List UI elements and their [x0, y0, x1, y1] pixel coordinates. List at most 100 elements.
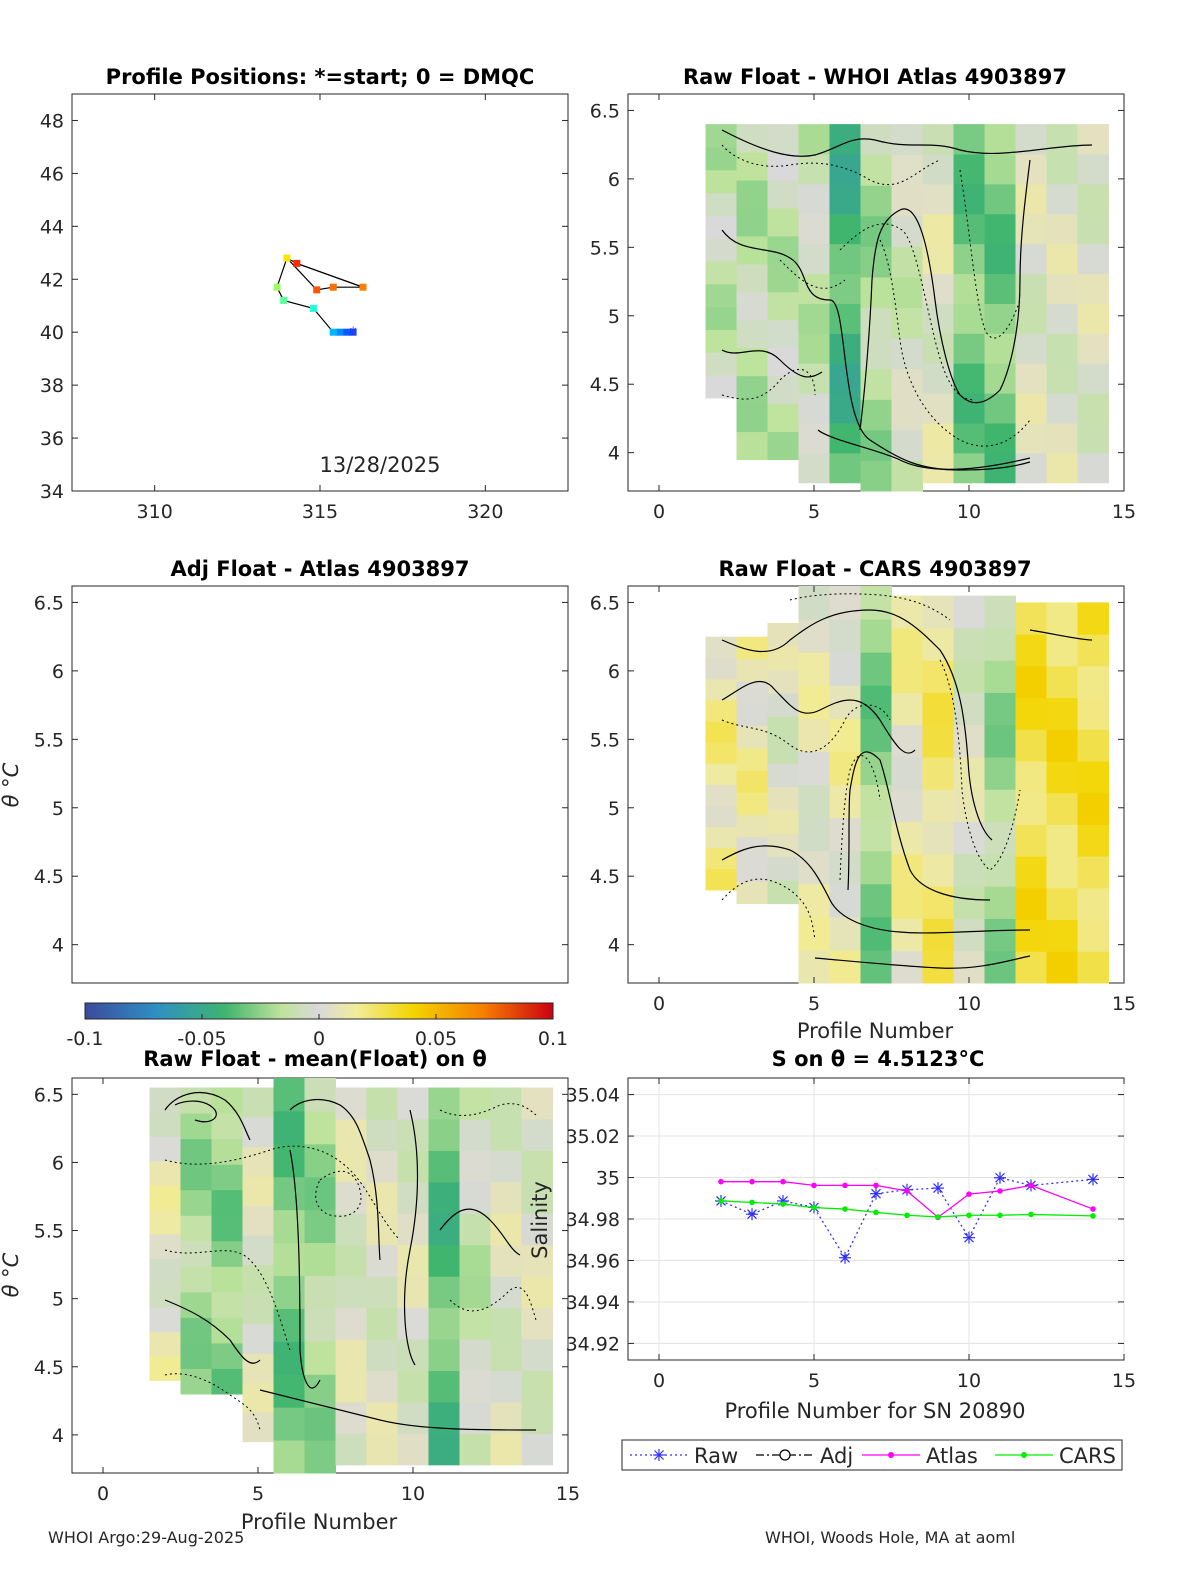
- heatmap-cell: [767, 763, 799, 788]
- heatmap-cell: [180, 1138, 212, 1165]
- heatmap-cell: [891, 338, 923, 370]
- heatmap-cell: [242, 1294, 274, 1325]
- heatmap-cell: [984, 853, 1016, 887]
- heatmap-cell: [459, 1370, 491, 1403]
- heatmap-cell: [953, 303, 985, 334]
- heatmap-cell: [1077, 213, 1109, 245]
- heatmap-cell: [922, 393, 954, 424]
- colorbar-tick-label: 0.1: [538, 1028, 568, 1050]
- heatmap-cell: [736, 375, 768, 405]
- heatmap-cell: [521, 1244, 553, 1277]
- heatmap-cell: [767, 235, 799, 265]
- heatmap-cell: [1046, 273, 1078, 304]
- heatmap-cell: [428, 1307, 460, 1340]
- heatmap-cell: [984, 393, 1016, 424]
- y-tick-label: 5: [608, 306, 620, 328]
- heatmap-cell: [397, 1401, 429, 1434]
- heatmap-cell: [304, 1440, 336, 1474]
- heatmap-cell: [767, 263, 799, 293]
- heatmap-cell: [490, 1181, 522, 1214]
- heatmap-cell: [459, 1401, 491, 1434]
- legend-label-cars: CARS: [1059, 1444, 1116, 1468]
- heatmap-cell: [798, 363, 830, 394]
- heatmap-cell: [1077, 452, 1109, 484]
- y-tick-label: 5: [52, 798, 64, 820]
- heatmap-cell: [767, 403, 799, 433]
- heatmap-cell: [304, 1242, 336, 1276]
- heatmap-cell: [767, 291, 799, 321]
- heatmap-cell: [180, 1266, 212, 1293]
- heatmap-cell: [428, 1433, 460, 1466]
- colorbar: -0.1 -0.05 0 0.05 0.1: [66, 1002, 568, 1050]
- heatmap-cell: [705, 329, 737, 353]
- adj-atlas-ticks: 4 4.5 5 5.5 6 6.5: [34, 592, 568, 957]
- heatmap-cell: [736, 431, 768, 461]
- heatmap-cell: [1015, 452, 1047, 484]
- heatmap-cell: [953, 724, 985, 758]
- heatmap-cell: [860, 124, 892, 156]
- heatmap-cell: [521, 1307, 553, 1340]
- heatmap-cell: [829, 363, 861, 394]
- heatmap-cell: [1015, 760, 1047, 794]
- heatmap-cell: [490, 1433, 522, 1466]
- heatmap-cell: [490, 1276, 522, 1309]
- heatmap-cell: [798, 183, 830, 215]
- heatmap-cell: [428, 1087, 460, 1120]
- heatmap-cell: [1046, 887, 1078, 921]
- profile-position-marker: [329, 328, 337, 336]
- footer-left: WHOI Argo:29-Aug-2025: [48, 1528, 245, 1547]
- x-tick-label: 10: [401, 1483, 425, 1505]
- heatmap-cell: [1046, 951, 1078, 984]
- legend-label-raw: Raw: [694, 1444, 738, 1468]
- heatmap-cell: [860, 685, 892, 719]
- heatmap-cell: [397, 1087, 429, 1120]
- heatmap-cell: [149, 1233, 181, 1259]
- heatmap-cell: [180, 1164, 212, 1191]
- heatmap-cell: [1046, 303, 1078, 334]
- cars-point: [997, 1212, 1003, 1219]
- heatmap-cell: [736, 814, 768, 838]
- heatmap-cell: [953, 886, 985, 919]
- heatmap-cell: [767, 622, 799, 647]
- heatmap-cell: [180, 1291, 212, 1318]
- heatmap-cell: [1015, 154, 1047, 185]
- heatmap-cell: [829, 303, 861, 334]
- heatmap-cell: [335, 1118, 367, 1151]
- x-tick-label: 15: [556, 1483, 580, 1505]
- y-tick-label: 4.5: [34, 866, 64, 888]
- heatmap-cell: [984, 273, 1016, 304]
- heatmap-cell: [829, 685, 861, 719]
- atlas-point: [997, 1188, 1003, 1194]
- heatmap-cell: [521, 1181, 553, 1214]
- heatmap-cell: [798, 333, 830, 364]
- y-tick-label: 34.94: [566, 1292, 620, 1314]
- salinity-xlabel: Profile Number for SN 20890: [724, 1399, 1025, 1423]
- salinity-ticks: 0 5 10 15 34.92 34.94 34.96 34.98 35 35.02 35.04: [566, 1078, 1136, 1392]
- x-tick-label: 5: [252, 1483, 264, 1505]
- heatmap-cell: [829, 619, 861, 653]
- heatmap-cell: [428, 1276, 460, 1309]
- heatmap-cell: [984, 213, 1016, 245]
- heatmap-cell: [211, 1164, 243, 1191]
- heatmap-cell: [860, 154, 892, 186]
- raw-cars-title: Raw Float - CARS 4903897: [718, 557, 1031, 581]
- heatmap-cell: [273, 1242, 305, 1276]
- heatmap-cell: [705, 636, 737, 659]
- heatmap-cell: [1077, 951, 1109, 984]
- heatmap-cell: [211, 1113, 243, 1140]
- y-tick-label: 5.5: [34, 1221, 64, 1243]
- heatmap-cell: [891, 757, 923, 790]
- heatmap-cell: [428, 1339, 460, 1372]
- heatmap-cell: [335, 1433, 367, 1466]
- atlas-point: [904, 1188, 910, 1194]
- heatmap-cell: [397, 1150, 429, 1183]
- heatmap-cell: [149, 1331, 181, 1357]
- heatmap-cell: [953, 363, 985, 394]
- heatmap-cell: [149, 1185, 181, 1211]
- y-tick-label: 4: [608, 443, 620, 465]
- x-tick-label: 0: [97, 1483, 109, 1505]
- heatmap-cell: [335, 1401, 367, 1434]
- heatmap-cell: [798, 916, 830, 951]
- heatmap-cell: [798, 124, 830, 155]
- y-tick-label: 5.5: [590, 237, 620, 259]
